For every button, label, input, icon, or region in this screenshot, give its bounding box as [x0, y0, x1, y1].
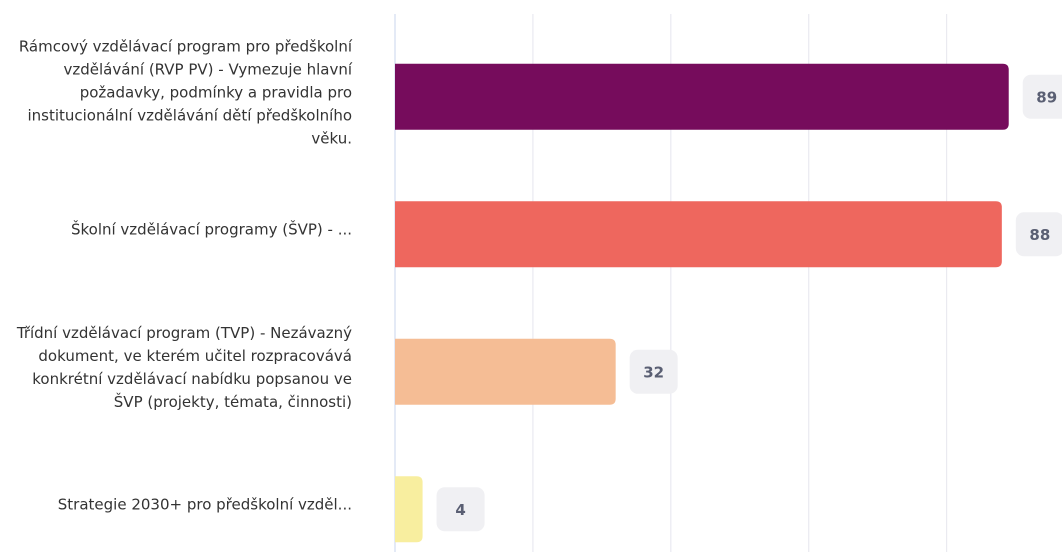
value-label: 89 — [1036, 88, 1057, 106]
value-label: 88 — [1029, 226, 1050, 244]
bar — [395, 63, 1009, 130]
category-label: Třídní vzdělávací program (TVP) - Nezáva… — [16, 323, 352, 411]
bar — [395, 201, 1002, 268]
value-badge — [436, 487, 485, 532]
bar — [395, 476, 423, 543]
category-label: Školní vzdělávací programy (ŠVP) - ... — [70, 220, 352, 239]
category-label: Rámcový vzdělávací program pro předškoln… — [18, 37, 352, 148]
category-label: Strategie 2030+ pro předškolní vzděl... — [57, 495, 352, 514]
bar — [395, 338, 616, 405]
value-badge — [629, 349, 678, 394]
value-badge — [1015, 212, 1062, 257]
value-label: 4 — [455, 501, 465, 519]
value-label: 32 — [643, 363, 664, 381]
value-badge — [1022, 74, 1062, 119]
